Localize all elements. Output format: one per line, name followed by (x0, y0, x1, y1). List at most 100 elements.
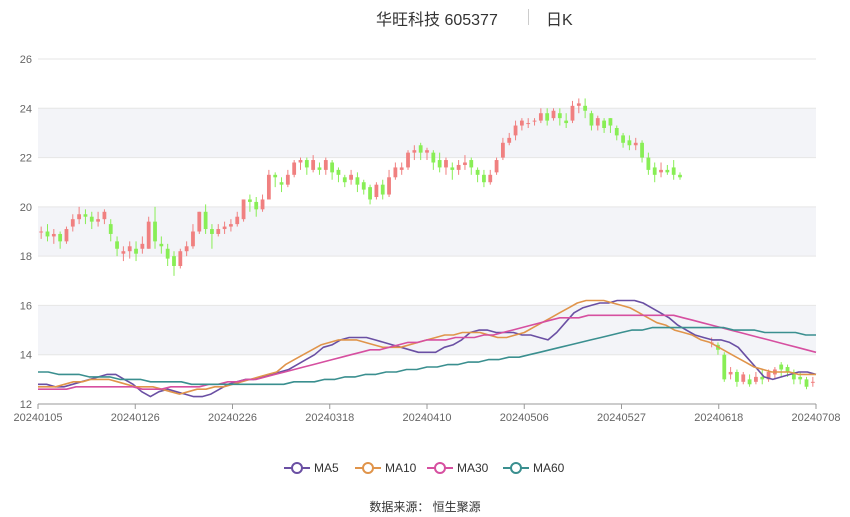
candle-body (532, 120, 537, 122)
candle-body (570, 105, 575, 121)
candle-body (760, 376, 765, 380)
circle-line-icon (503, 462, 529, 474)
chart-period-label[interactable]: 日K (546, 12, 573, 29)
candle-body (785, 367, 790, 372)
candle-body (791, 371, 796, 380)
candle-body (58, 233, 63, 242)
candle (64, 226, 69, 244)
candle-body (203, 211, 208, 230)
candle (810, 376, 815, 387)
data-source-note: 数据来源： 恒生聚源 (369, 500, 481, 514)
candle (361, 179, 366, 195)
candle (191, 224, 195, 249)
candle (285, 169, 290, 188)
candle-body (671, 167, 676, 175)
series-line-ma5 (38, 299, 817, 398)
candle-body (557, 113, 562, 119)
candle (456, 160, 461, 175)
candle (273, 172, 278, 188)
x-tick-label: 20240527 (597, 412, 646, 424)
candle-body (323, 160, 328, 170)
candle-body (355, 177, 360, 185)
candle-body (437, 160, 442, 168)
candle (463, 155, 467, 170)
candle-body (501, 142, 505, 158)
candle (89, 211, 94, 230)
candle-body (728, 371, 733, 375)
candle (589, 110, 594, 131)
candle-body (273, 174, 278, 178)
candle-body (140, 243, 145, 249)
candle-body (298, 160, 303, 163)
candle-body (115, 241, 119, 249)
candle (292, 160, 297, 178)
candle-body (380, 184, 385, 195)
legend-item-ma5[interactable]: MA5 (284, 458, 339, 478)
candle (494, 157, 499, 175)
candle-body (538, 113, 543, 121)
candle (311, 155, 316, 173)
legend-item-ma30[interactable]: MA30 (427, 458, 488, 478)
candle-body (342, 177, 347, 183)
candle-body (551, 110, 556, 119)
candle (640, 140, 644, 163)
circle-line-icon (427, 462, 453, 474)
candle-body (640, 142, 644, 158)
candle-body (798, 376, 803, 380)
candle (197, 211, 202, 234)
x-tick-label: 20240318 (305, 412, 354, 424)
candle-body (608, 118, 613, 126)
candle (146, 216, 151, 249)
candle-body (766, 371, 771, 380)
candle-body (89, 216, 94, 222)
legend-item-ma60[interactable]: MA60 (503, 458, 564, 478)
candle (178, 248, 183, 269)
candle-body (507, 137, 512, 143)
candle (595, 115, 600, 131)
candle-body (317, 167, 322, 170)
candle (45, 224, 50, 242)
candle (368, 184, 372, 205)
candle (488, 169, 493, 185)
candle-body (70, 219, 75, 227)
candle (425, 147, 429, 161)
candle (652, 162, 657, 183)
candle-body (665, 169, 670, 173)
legend-item-ma10[interactable]: MA10 (355, 458, 416, 478)
y-tick-label: 18 (20, 251, 32, 263)
candle (266, 169, 271, 200)
candle (791, 369, 796, 385)
candle (437, 152, 442, 173)
circle-line-icon (284, 462, 310, 474)
candle-body (475, 169, 480, 175)
candle-body (589, 113, 594, 126)
candle-body (134, 248, 138, 254)
candle (804, 376, 809, 390)
candles (39, 98, 815, 390)
candle (741, 371, 746, 385)
x-tick-label: 20240506 (500, 412, 549, 424)
candle-body (266, 174, 271, 200)
candle (349, 169, 353, 185)
candle (532, 118, 537, 126)
candle (671, 160, 676, 180)
candle-body (678, 174, 682, 178)
title-separator (528, 9, 529, 25)
candle (444, 157, 448, 175)
candle-body (191, 231, 195, 247)
candle-body (83, 214, 88, 217)
candle-body (45, 231, 50, 237)
candle-body (159, 243, 164, 247)
candle (203, 204, 208, 234)
candle (614, 125, 619, 141)
grid-band (38, 305, 816, 355)
candle-body (210, 229, 214, 234)
candle-body (576, 103, 581, 106)
series-line-ma60 (38, 326, 816, 386)
candle (526, 118, 531, 128)
candle (564, 113, 569, 128)
candle-body (722, 354, 727, 380)
candlestick-chart: 12 14 16 18 20 22 24 26 20240105 20240126 2024022… (14, 54, 841, 424)
candle (298, 157, 303, 170)
candle (475, 167, 480, 183)
